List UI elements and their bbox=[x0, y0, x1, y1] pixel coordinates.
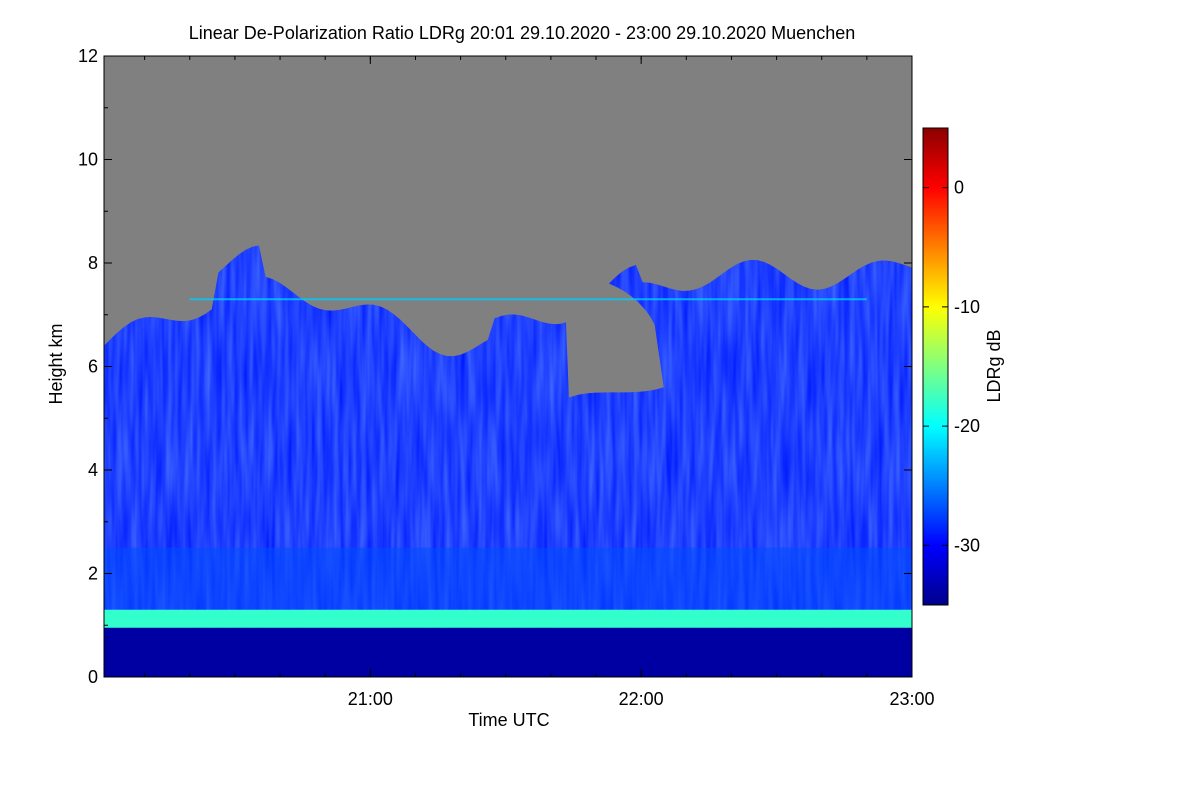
chart-title: Linear De-Polarization Ratio LDRg 20:01 … bbox=[189, 23, 855, 43]
y-tick-label: 6 bbox=[88, 357, 98, 377]
colorbar-tick-label: -30 bbox=[954, 535, 980, 555]
x-tick-label: 21:00 bbox=[348, 689, 393, 709]
y-axis-label: Height km bbox=[46, 323, 66, 404]
lower-atmosphere-band bbox=[104, 547, 912, 610]
y-tick-label: 0 bbox=[88, 667, 98, 687]
colorbar-label: LDRg dB bbox=[984, 329, 1004, 402]
colorbar: 0 -10 -20 -30 LDRg dB bbox=[922, 127, 1004, 606]
y-axis: 0 2 4 6 8 10 12 bbox=[78, 46, 912, 687]
surface-layer bbox=[104, 627, 912, 677]
ldr-heatmap bbox=[104, 56, 912, 677]
colorbar-ramp bbox=[922, 127, 949, 606]
x-tick-label: 22:00 bbox=[619, 689, 664, 709]
y-tick-label: 10 bbox=[78, 150, 98, 170]
y-tick-label: 2 bbox=[88, 564, 98, 584]
y-tick-label: 8 bbox=[88, 253, 98, 273]
colorbar-tick-label: 0 bbox=[954, 178, 964, 198]
x-axis: 21:00 22:00 23:00 bbox=[144, 56, 935, 709]
colorbar-tick-label: -20 bbox=[954, 416, 980, 436]
cloud-gap bbox=[564, 279, 664, 398]
y-tick-label: 4 bbox=[88, 460, 98, 480]
x-tick-label: 23:00 bbox=[889, 689, 934, 709]
bright-band bbox=[104, 609, 912, 628]
plot-area: 0 2 4 6 8 10 12 21:00 22:00 23:00 bbox=[78, 46, 935, 709]
colorbar-ticks: 0 -10 -20 -30 bbox=[923, 178, 980, 555]
colorbar-tick-label: -10 bbox=[954, 297, 980, 317]
y-tick-label: 12 bbox=[78, 46, 98, 66]
x-axis-label: Time UTC bbox=[468, 710, 549, 730]
